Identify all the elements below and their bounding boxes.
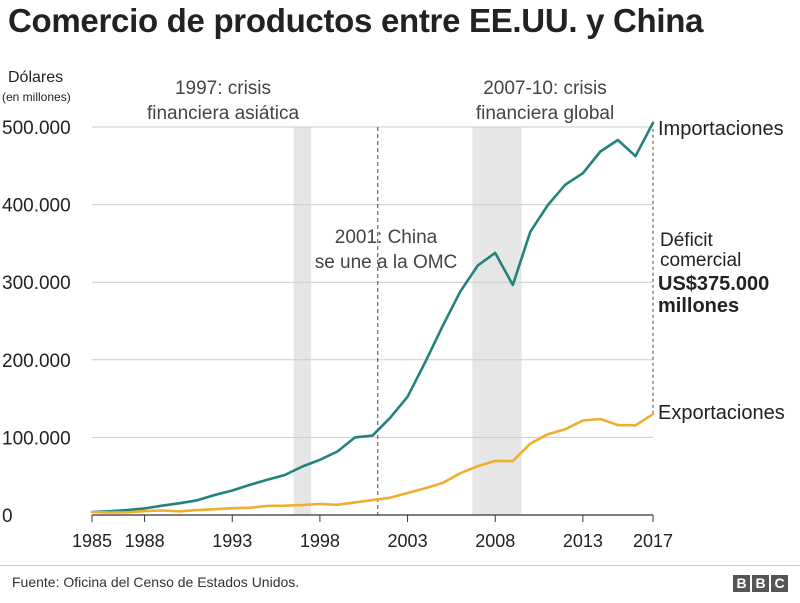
series-labels: Importaciones Exportaciones bbox=[658, 118, 785, 424]
y-axis-label: Dólares bbox=[8, 69, 63, 86]
deficit-label: Déficit bbox=[660, 230, 714, 251]
footer-divider bbox=[0, 565, 800, 566]
chart-title: Comercio de productos entre EE.UU. y Chi… bbox=[8, 2, 704, 39]
y-tick-label: 400.000 bbox=[2, 196, 71, 217]
x-tick-label: 2017 bbox=[633, 531, 673, 551]
source-note: Fuente: Oficina del Censo de Estados Uni… bbox=[12, 574, 300, 590]
x-tick-label: 2003 bbox=[388, 531, 428, 551]
crisis-shade-0 bbox=[293, 127, 312, 515]
annotations: 2001: China se une a la OMC 1997: crisis fi… bbox=[147, 78, 769, 515]
shaded-periods bbox=[293, 127, 522, 515]
logo-letter: B bbox=[752, 575, 769, 592]
x-tick-label: 2008 bbox=[475, 531, 515, 551]
imports-series-label: Importaciones bbox=[658, 118, 784, 140]
crisis-label: financiera asiática bbox=[147, 103, 300, 124]
y-tick-label: 300.000 bbox=[2, 273, 71, 294]
wto-annotation-text: se une a la OMC bbox=[315, 252, 458, 273]
logo-letter: B bbox=[733, 575, 750, 592]
y-tick-label: 100.000 bbox=[2, 428, 71, 449]
wto-annotation-text: 2001: China bbox=[335, 227, 438, 248]
y-tick-label: 500.000 bbox=[2, 118, 71, 139]
exports-series-label: Exportaciones bbox=[658, 402, 785, 424]
x-tick-label: 1993 bbox=[212, 531, 252, 551]
y-tick-label: 0 bbox=[2, 506, 13, 527]
grid-lines bbox=[92, 126, 653, 438]
x-tick-label: 1988 bbox=[125, 531, 165, 551]
crisis-label: 2007-10: crisis bbox=[483, 78, 607, 99]
y-tick-label: 200.000 bbox=[2, 351, 71, 372]
deficit-label: comercial bbox=[660, 250, 741, 271]
axes: 0 100.000 200.000 300.000 400.000 500.000 Dóla… bbox=[2, 69, 673, 551]
crisis-label: financiera global bbox=[476, 103, 614, 124]
series-lines bbox=[90, 121, 655, 514]
crisis-label: 1997: crisis bbox=[175, 78, 271, 99]
deficit-value: millones bbox=[658, 295, 739, 317]
exports-line bbox=[90, 412, 655, 514]
imports-line bbox=[90, 121, 655, 514]
y-axis-unit: (en millones) bbox=[2, 90, 71, 104]
crisis-shade-1 bbox=[472, 127, 522, 515]
logo-letter: C bbox=[771, 575, 788, 592]
deficit-value: US$375.000 bbox=[658, 273, 769, 295]
x-tick-label: 1998 bbox=[300, 531, 340, 551]
bbc-logo: B B C bbox=[733, 575, 788, 592]
x-tick-label: 2013 bbox=[563, 531, 603, 551]
line-chart: 0 100.000 200.000 300.000 400.000 500.000 Dóla… bbox=[2, 69, 785, 551]
x-tick-label: 1985 bbox=[72, 531, 112, 551]
